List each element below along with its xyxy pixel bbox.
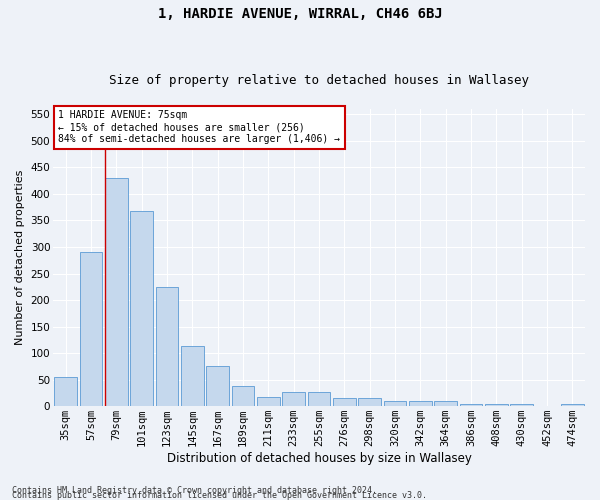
Bar bbox=[333, 398, 356, 406]
Bar bbox=[206, 366, 229, 406]
Text: 1, HARDIE AVENUE, WIRRAL, CH46 6BJ: 1, HARDIE AVENUE, WIRRAL, CH46 6BJ bbox=[158, 8, 442, 22]
Bar bbox=[485, 404, 508, 406]
Bar bbox=[105, 178, 128, 406]
Bar bbox=[434, 401, 457, 406]
Y-axis label: Number of detached properties: Number of detached properties bbox=[15, 170, 25, 346]
Bar bbox=[55, 377, 77, 406]
Bar bbox=[181, 346, 204, 406]
Bar bbox=[460, 404, 482, 406]
Bar bbox=[130, 211, 153, 406]
Bar bbox=[308, 392, 331, 406]
Bar bbox=[510, 404, 533, 406]
Bar bbox=[257, 397, 280, 406]
Text: Contains public sector information licensed under the Open Government Licence v3: Contains public sector information licen… bbox=[12, 491, 427, 500]
Bar bbox=[409, 401, 432, 406]
Bar bbox=[80, 252, 103, 406]
Text: Contains HM Land Registry data © Crown copyright and database right 2024.: Contains HM Land Registry data © Crown c… bbox=[12, 486, 377, 495]
Bar bbox=[155, 288, 178, 406]
Bar bbox=[383, 401, 406, 406]
Bar bbox=[561, 404, 584, 406]
Text: 1 HARDIE AVENUE: 75sqm
← 15% of detached houses are smaller (256)
84% of semi-de: 1 HARDIE AVENUE: 75sqm ← 15% of detached… bbox=[58, 110, 340, 144]
Bar bbox=[283, 392, 305, 406]
Bar bbox=[358, 398, 381, 406]
Bar bbox=[232, 386, 254, 406]
Title: Size of property relative to detached houses in Wallasey: Size of property relative to detached ho… bbox=[109, 74, 529, 87]
X-axis label: Distribution of detached houses by size in Wallasey: Distribution of detached houses by size … bbox=[167, 452, 472, 465]
